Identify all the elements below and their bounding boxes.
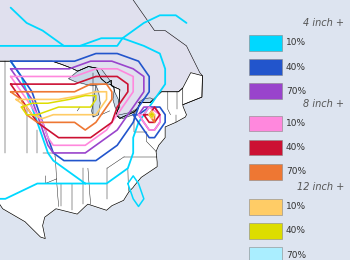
Bar [248,223,282,239]
Text: 70%: 70% [286,87,306,96]
Bar [248,35,282,51]
Polygon shape [117,106,139,119]
Text: 70%: 70% [286,167,306,176]
Bar [248,199,282,214]
Polygon shape [0,0,202,119]
Polygon shape [139,98,153,102]
Bar [248,140,282,155]
Text: 10%: 10% [286,38,306,47]
Text: 70%: 70% [286,251,306,259]
Polygon shape [0,61,202,239]
Text: 12 inch +: 12 inch + [297,182,344,192]
Bar [248,247,282,260]
Text: 40%: 40% [286,226,306,235]
Text: 40%: 40% [286,143,306,152]
Text: 10%: 10% [286,119,306,128]
Polygon shape [110,84,120,111]
Polygon shape [92,86,100,117]
Bar [248,116,282,131]
Text: 8 inch +: 8 inch + [303,99,344,109]
Text: 40%: 40% [286,63,306,72]
Bar [248,83,282,99]
Text: 4 inch +: 4 inch + [303,18,344,28]
Bar [248,164,282,180]
Bar [248,59,282,75]
Polygon shape [69,67,111,86]
Text: 10%: 10% [286,202,306,211]
